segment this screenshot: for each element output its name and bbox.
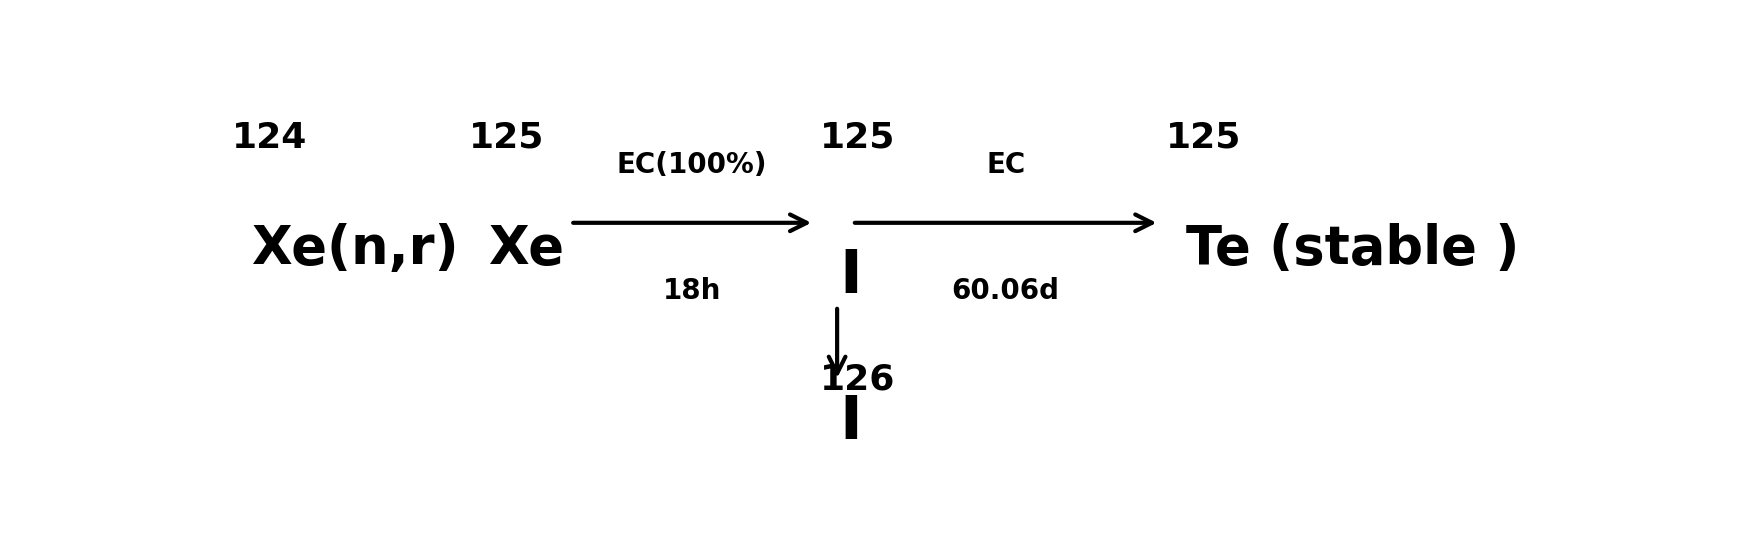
Text: 125: 125 (468, 121, 545, 155)
Text: Xe: Xe (489, 224, 564, 275)
Text: 125: 125 (819, 121, 894, 155)
Text: Te (stable ): Te (stable ) (1186, 224, 1520, 275)
Text: 125: 125 (1165, 121, 1242, 155)
Text: I: I (840, 393, 863, 452)
Text: 18h: 18h (664, 277, 722, 305)
Text: 124: 124 (232, 121, 307, 155)
Text: 60.06d: 60.06d (952, 277, 1060, 305)
Text: 126: 126 (819, 362, 894, 396)
Text: EC: EC (985, 151, 1025, 179)
Text: I: I (840, 247, 863, 307)
Text: EC(100%): EC(100%) (617, 151, 767, 179)
Text: Xe(n,r): Xe(n,r) (252, 224, 459, 275)
